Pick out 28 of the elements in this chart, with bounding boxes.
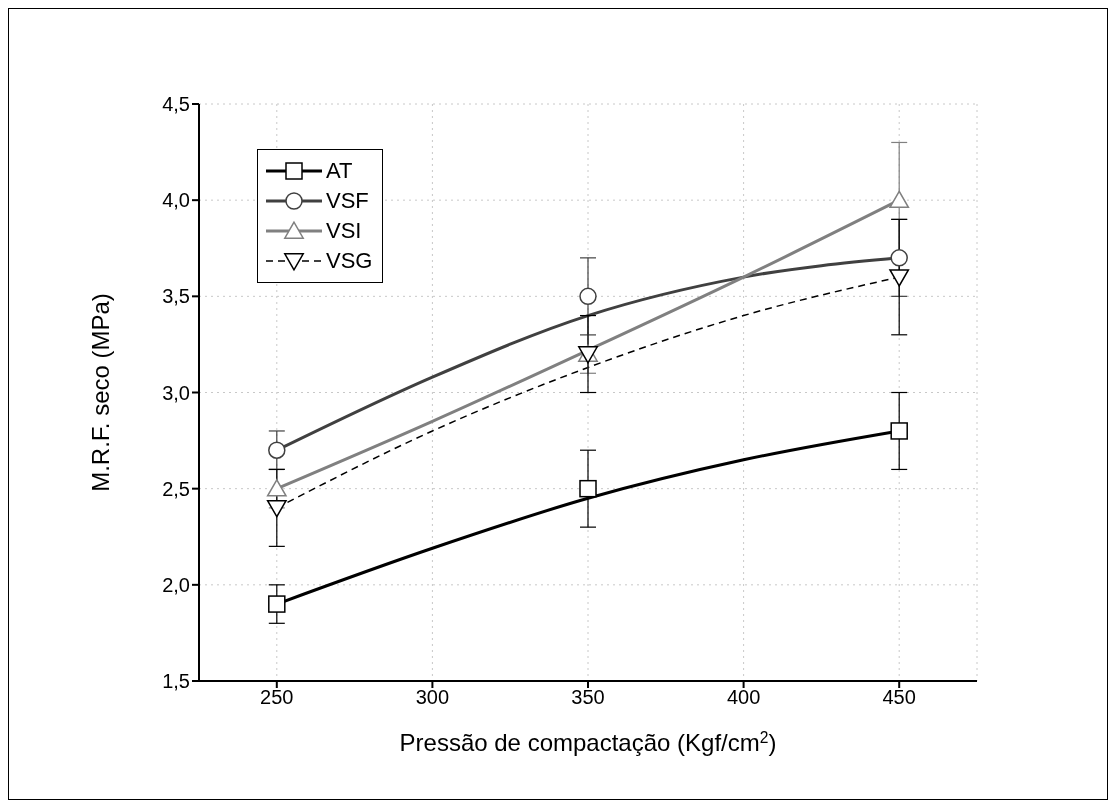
y-tick-label: 3,5 bbox=[162, 285, 190, 308]
point bbox=[268, 441, 286, 459]
y-axis-title: M.R.F. seco (MPa) bbox=[87, 293, 114, 492]
y-tick-label: 4,5 bbox=[162, 93, 190, 116]
legend-label: VSG bbox=[326, 248, 373, 274]
legend-label: VSI bbox=[326, 218, 362, 244]
y-tick-label: 1,5 bbox=[162, 670, 190, 693]
y-tick-label: 4,0 bbox=[162, 189, 190, 212]
point bbox=[890, 422, 908, 440]
legend-label: VSF bbox=[326, 188, 369, 214]
point bbox=[266, 479, 287, 497]
point bbox=[268, 595, 286, 613]
point bbox=[579, 479, 597, 498]
point bbox=[266, 499, 287, 518]
y-tick-label: 3,0 bbox=[162, 381, 190, 404]
y-tick-label: 2,5 bbox=[162, 477, 190, 500]
y-tick-label: 2,0 bbox=[162, 573, 190, 596]
point bbox=[890, 249, 908, 267]
x-tick-label: 450 bbox=[882, 686, 916, 709]
x-tick-label: 400 bbox=[726, 686, 761, 709]
x-tick-label: 300 bbox=[415, 686, 450, 709]
x-axis-title: Pressão de compactação (Kgf/cm$^{2}$) bbox=[399, 728, 777, 756]
point bbox=[889, 190, 910, 209]
legend-label: AT bbox=[326, 158, 353, 184]
point bbox=[579, 287, 597, 306]
x-tick-label: 250 bbox=[260, 686, 294, 709]
point bbox=[889, 269, 910, 287]
x-tick-label: 350 bbox=[571, 686, 605, 709]
